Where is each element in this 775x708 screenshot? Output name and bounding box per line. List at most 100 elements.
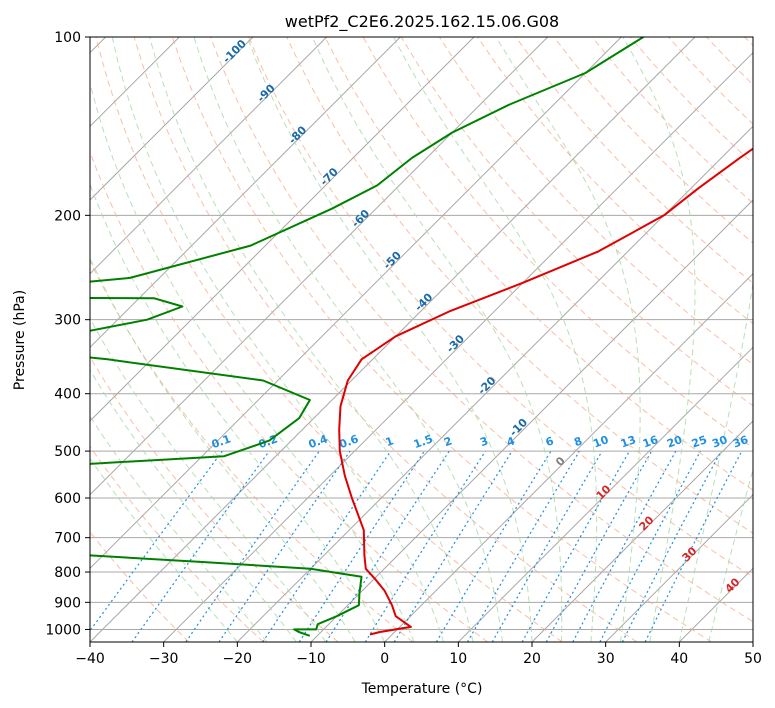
mixing-ratio-line [545,450,653,642]
moist-adiabat [90,317,327,642]
isotherm-line [457,346,753,642]
moist-adiabat [193,37,503,642]
moist-adiabat [90,368,297,642]
isotherm-line [90,37,549,496]
isotherm-line [310,199,753,642]
y-tick-label: 700 [54,531,81,547]
moist-adiabat [678,280,753,642]
mixing-ratio-line [491,450,603,642]
mixing-ratio-label: 2 [442,434,454,449]
y-tick-label: 500 [54,444,81,460]
y-axis-label: Pressure (hPa) [12,290,28,390]
x-tick-label: 50 [744,651,762,667]
isotherm-line [90,37,328,275]
moist-adiabat [622,37,696,642]
moist-adiabat [392,37,598,642]
x-axis-label: Temperature (°C) [361,681,483,697]
moist-adiabat [90,256,356,642]
y-tick-label: 1000 [45,622,81,638]
mixing-ratio-label: 16 [641,433,660,451]
dry-adiabat [90,531,190,642]
moist-adiabat [90,457,238,642]
temperature-line [338,147,753,636]
moist-adiabat-label: -30 [444,332,467,355]
x-tick-label: −40 [75,651,105,667]
x-axis: −40 −30 −20 −10 0 10 20 30 40 50 [75,642,762,667]
mixing-ratio-label: 0.1 [210,432,233,451]
chart-title: wetPf2_C2E6.2025.162.15.06.G08 [285,12,559,32]
mixing-ratio-line [393,450,513,642]
mixing-ratio-line [599,450,702,642]
dry-adiabat [248,37,753,578]
moist-adiabat [149,37,474,642]
profile-series [90,37,753,637]
isotherm-line [236,125,753,642]
mixing-ratio-label: 3 [478,434,490,449]
isotherm-line [90,37,475,422]
mixing-ratio-line [298,450,425,642]
mixing-ratio-label: 13 [619,433,638,450]
mixing-ratio-label: 8 [572,434,584,449]
moist-annotation-label: 20 [637,513,657,533]
moist-adiabat [311,37,563,642]
dry-adiabat [95,37,563,642]
mixing-ratio-label: 1.5 [412,432,435,451]
y-tick-label: 600 [54,491,81,507]
x-tick-label: −30 [149,651,179,667]
background-lines [90,37,753,642]
dewpoint-line [90,37,644,637]
dry-adiabat [744,37,753,47]
dry-adiabat [171,37,712,642]
dry-adiabat [90,150,488,642]
moist-adiabat [111,37,445,642]
mixing-ratio-label: 0.4 [307,432,330,451]
mixing-ratio-label: 4 [505,434,517,449]
moist-adiabat-label: -80 [286,123,309,146]
mixing-ratio-line [435,450,552,642]
mixing-ratio-line [521,450,631,642]
moist-adiabat [90,81,415,642]
mixing-ratio-label: 6 [544,434,556,449]
x-tick-label: 20 [523,651,541,667]
x-tick-label: −10 [296,651,326,667]
x-tick-label: 0 [380,651,389,667]
dry-adiabat [553,37,753,244]
mixing-ratio-label: 1 [384,434,396,449]
mixing-ratio-line [131,450,270,642]
mixing-ratio-line [621,450,722,642]
moist-adiabat-label: -40 [412,290,435,313]
moist-adiabat-label: -100 [220,37,249,66]
mixing-ratio-label: 36 [731,433,750,451]
isotherm-line [90,37,622,570]
mixing-ratio-label: 20 [665,433,684,451]
plot-frame [89,36,754,643]
y-tick-label: 300 [54,313,81,329]
isotherm-line [163,51,753,642]
mixing-ratio-line [572,450,677,642]
mixing-ratio-label: 25 [690,433,709,450]
isotherm-line [605,493,753,642]
dry-adiabat [706,37,753,86]
mixing-ratio-line [90,450,223,632]
isotherm-line [384,272,753,642]
dry-adiabat [90,445,264,642]
y-tick-label: 900 [54,595,81,611]
isotherm-line [531,420,753,642]
moist-adiabat [495,37,641,642]
dry-adiabat [210,37,753,623]
background-line-labels: -100-90-80-70-60-50-40-30-20-100.1 0.2 0.4… [210,37,751,596]
dry-adiabat [286,37,753,534]
y-tick-label: 400 [54,387,81,403]
mixing-ratio-line [466,450,580,642]
dry-adiabat [133,37,638,642]
x-tick-label: 30 [597,651,615,667]
dry-adiabat [324,37,753,491]
x-tick-label: 10 [449,651,467,667]
moist-adiabat [90,415,268,642]
dry-adiabat [90,259,414,642]
moist-adiabat [246,37,533,642]
isotherm-line [752,641,753,642]
mixing-ratio-line [644,450,743,642]
x-tick-label: 40 [670,651,688,667]
